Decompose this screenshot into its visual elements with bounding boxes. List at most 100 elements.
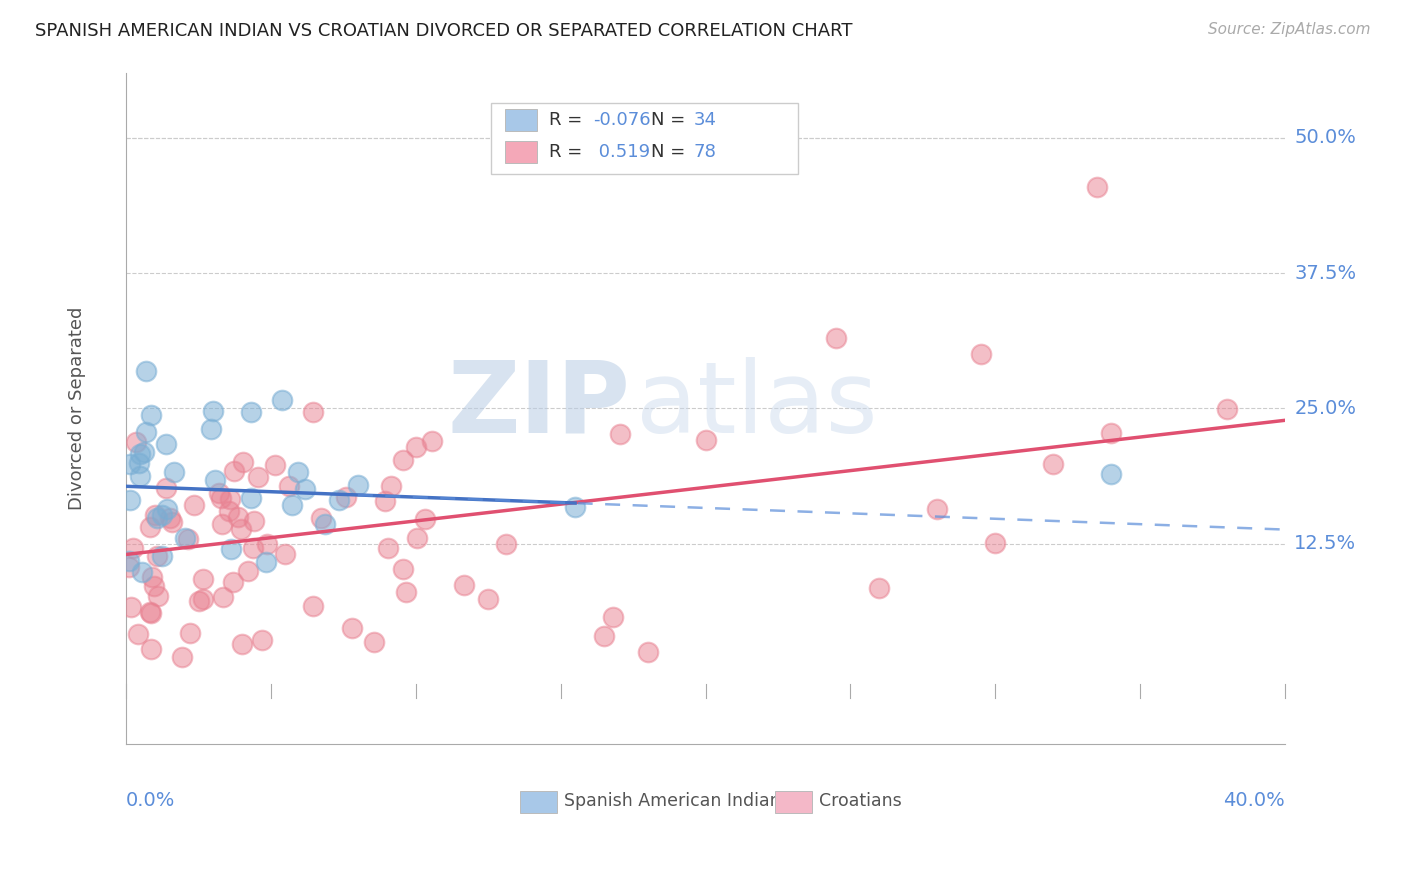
Text: Croatians: Croatians xyxy=(820,792,901,810)
Point xyxy=(156,502,179,516)
Text: R =: R = xyxy=(548,111,588,129)
Point xyxy=(188,594,211,608)
Point xyxy=(825,331,848,345)
Point xyxy=(204,473,226,487)
Point xyxy=(564,500,586,514)
Point xyxy=(139,606,162,620)
Text: 78: 78 xyxy=(695,143,717,161)
Point xyxy=(208,486,231,500)
Point xyxy=(232,455,254,469)
Point xyxy=(200,422,222,436)
Point xyxy=(146,511,169,525)
Text: Divorced or Separated: Divorced or Separated xyxy=(69,307,86,510)
Point xyxy=(391,453,413,467)
Point xyxy=(224,464,246,478)
Point xyxy=(250,632,273,647)
Text: 50.0%: 50.0% xyxy=(1295,128,1357,147)
Point xyxy=(1216,402,1239,417)
Point xyxy=(240,491,263,506)
Point xyxy=(240,405,263,419)
Point xyxy=(970,347,993,361)
Point xyxy=(118,458,141,472)
Point xyxy=(302,405,325,419)
Point xyxy=(177,532,200,546)
Point xyxy=(302,599,325,613)
Point xyxy=(212,590,235,604)
Point xyxy=(231,522,253,536)
Text: Spanish American Indians: Spanish American Indians xyxy=(564,792,790,810)
Point xyxy=(392,561,415,575)
Point xyxy=(226,510,249,524)
Point xyxy=(335,490,357,504)
Point xyxy=(128,457,150,471)
Point xyxy=(263,458,285,472)
Point xyxy=(139,605,162,619)
Point xyxy=(406,532,429,546)
Point xyxy=(1085,179,1108,194)
Point xyxy=(422,434,444,448)
Text: 0.519: 0.519 xyxy=(593,143,650,161)
Point xyxy=(405,440,427,454)
Point xyxy=(183,498,205,512)
Point xyxy=(125,435,148,450)
Text: Source: ZipAtlas.com: Source: ZipAtlas.com xyxy=(1208,22,1371,37)
Point xyxy=(602,610,624,624)
Point xyxy=(122,541,145,555)
Point xyxy=(135,363,157,377)
Point xyxy=(209,491,232,506)
Point xyxy=(453,578,475,592)
Point xyxy=(637,645,659,659)
Point xyxy=(342,621,364,635)
Point xyxy=(159,511,181,525)
Point xyxy=(118,493,141,508)
Point xyxy=(243,514,266,528)
Text: 40.0%: 40.0% xyxy=(1223,791,1285,810)
Point xyxy=(150,549,173,563)
Point xyxy=(118,559,141,574)
Point xyxy=(139,408,162,422)
Point xyxy=(191,572,214,586)
Point xyxy=(150,508,173,522)
Point xyxy=(211,516,233,531)
Text: N =: N = xyxy=(651,111,690,129)
Text: atlas: atlas xyxy=(636,357,877,453)
Point xyxy=(132,445,155,459)
FancyBboxPatch shape xyxy=(520,791,557,813)
Point xyxy=(221,542,243,557)
Point xyxy=(281,498,304,512)
Point xyxy=(271,392,294,407)
FancyBboxPatch shape xyxy=(775,791,813,813)
Point xyxy=(695,433,717,447)
Point xyxy=(131,565,153,579)
Point xyxy=(142,579,165,593)
Point xyxy=(1042,457,1064,471)
Point xyxy=(238,565,260,579)
Point xyxy=(927,502,949,516)
Text: ZIP: ZIP xyxy=(447,357,630,453)
Text: N =: N = xyxy=(651,143,690,161)
Point xyxy=(141,570,163,584)
Point xyxy=(242,541,264,556)
Point xyxy=(127,626,149,640)
Text: 34: 34 xyxy=(695,111,717,129)
Point xyxy=(477,592,499,607)
Point xyxy=(377,541,399,555)
Point xyxy=(128,468,150,483)
Point xyxy=(231,637,253,651)
Point xyxy=(593,629,616,643)
Point xyxy=(395,585,418,599)
FancyBboxPatch shape xyxy=(491,103,799,174)
Point xyxy=(155,481,177,495)
Point xyxy=(143,508,166,522)
Point xyxy=(129,447,152,461)
Point xyxy=(222,575,245,590)
Point xyxy=(148,589,170,603)
Point xyxy=(155,436,177,450)
Point xyxy=(495,537,517,551)
Point xyxy=(135,425,157,440)
Point xyxy=(118,553,141,567)
Text: 37.5%: 37.5% xyxy=(1295,264,1357,283)
Point xyxy=(347,477,370,491)
Point xyxy=(218,504,240,518)
Text: 25.0%: 25.0% xyxy=(1295,399,1357,417)
